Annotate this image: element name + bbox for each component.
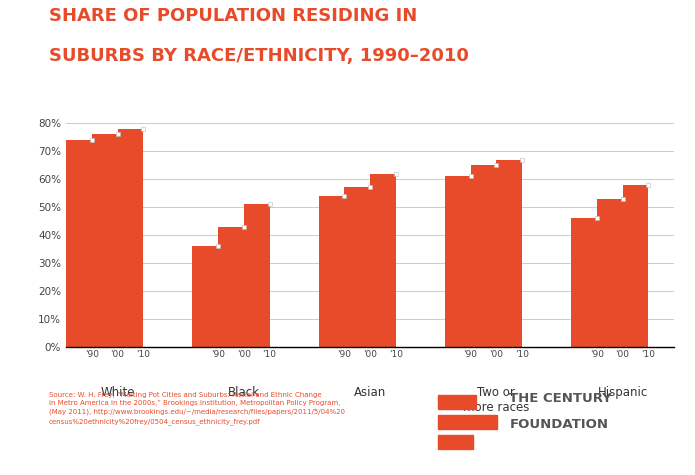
Bar [193,246,218,347]
Text: THE CENTURY: THE CENTURY [509,392,612,405]
Bar [571,218,597,347]
Text: Asian: Asian [354,386,386,399]
Text: Source: W. H. Frey, “Melting Pot Cities and Suburbs: Racial and Ethnic Change
in: Source: W. H. Frey, “Melting Pot Cities … [49,392,345,425]
Text: Black: Black [228,386,260,399]
Bar [66,140,92,347]
Bar [370,173,396,347]
Text: Two or
more races: Two or more races [463,386,530,414]
Bar [318,196,344,347]
Bar [92,134,117,347]
Bar [244,204,270,347]
Bar [597,199,623,347]
Bar [471,165,496,347]
Bar [344,188,370,347]
Text: Hispanic: Hispanic [598,386,648,399]
Bar [218,227,244,347]
Text: FOUNDATION: FOUNDATION [509,418,608,430]
Text: White: White [100,386,135,399]
Bar [117,129,143,347]
Bar [445,176,471,347]
Text: SHARE OF POPULATION RESIDING IN: SHARE OF POPULATION RESIDING IN [49,7,417,25]
Bar [496,160,522,347]
Text: SUBURBS BY RACE/ETHNICITY, 1990–2010: SUBURBS BY RACE/ETHNICITY, 1990–2010 [49,48,468,66]
Bar [623,185,648,347]
